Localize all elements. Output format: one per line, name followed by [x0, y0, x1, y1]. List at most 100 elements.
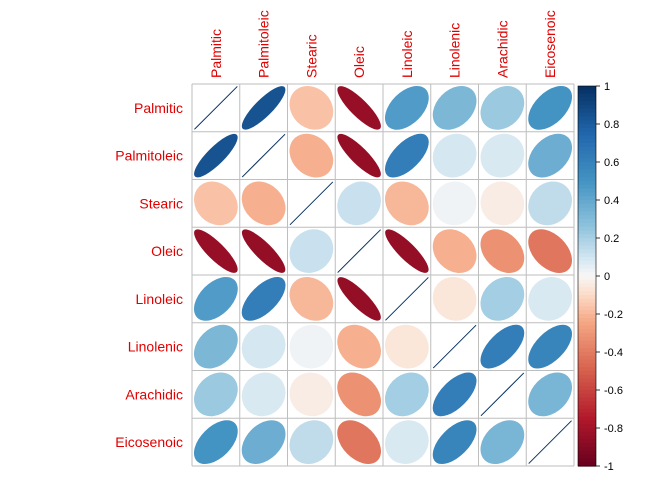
colorbar-segment	[578, 454, 596, 459]
cell-palmitic-linolenic	[432, 85, 477, 130]
colorbar-segment	[578, 105, 596, 110]
colorbar-segment	[578, 355, 596, 361]
colorbar-tick-label: 0.6	[604, 157, 619, 169]
colorbar-segment	[578, 409, 596, 414]
colorbar-segment	[578, 165, 596, 171]
cell-palmitoleic-oleic	[337, 133, 381, 178]
colorbar-segment	[578, 283, 596, 288]
colorbar-segment	[578, 135, 596, 140]
colorbar-segment	[578, 112, 596, 117]
cell-palmitic-oleic	[337, 86, 381, 130]
colorbar-segment	[578, 405, 596, 410]
cell-linolenic-palmitoleic	[241, 324, 286, 369]
colorbar-segment	[578, 397, 596, 402]
colorbar-segment	[578, 447, 596, 452]
column-labels: Palmitic Palmitoleic Stearic Oleic Linoleic L…	[208, 10, 558, 78]
cell-linoleic-stearic	[289, 277, 334, 321]
row-labels: Palmitic Palmitoleic Stearic Oleic Linoleic L…	[115, 100, 183, 450]
colorbar-segment	[578, 260, 596, 266]
cell-palmitoleic-linolenic	[432, 133, 477, 178]
cell-stearic-linolenic	[432, 181, 477, 226]
cell-stearic-linoleic	[385, 181, 429, 226]
cell-arachidic-eicosenoic	[528, 372, 573, 417]
colorbar-segment	[578, 203, 596, 209]
colorbar-segment	[578, 462, 596, 467]
colorbar-tick-label: -0.8	[604, 423, 623, 435]
colorbar-segment	[578, 325, 596, 330]
cell-palmitic-arachidic	[480, 86, 525, 130]
cell-oleic-stearic	[289, 229, 334, 274]
cell-eicosenoic-arachidic	[480, 420, 525, 464]
cell-oleic-palmitoleic	[241, 229, 286, 273]
diagonal-line-arachidic	[480, 372, 525, 417]
cell-eicosenoic-oleic	[337, 420, 382, 464]
cell-palmitic-palmitoleic	[241, 86, 286, 130]
grid-lines	[191, 83, 575, 467]
row-label-arachidic: Arachidic	[125, 386, 183, 402]
cell-linolenic-oleic	[337, 324, 381, 369]
colorbar-segment	[578, 234, 596, 239]
colorbar-segment	[578, 393, 596, 399]
colorbar-tick-label: 0.2	[604, 233, 619, 245]
colorbar-segment	[578, 302, 596, 307]
colorbar-segment	[578, 390, 596, 395]
cell-linolenic-linoleic	[384, 324, 429, 369]
colorbar-segment	[578, 348, 596, 353]
colorbar-segment	[578, 371, 596, 376]
cell-eicosenoic-linolenic	[432, 420, 477, 464]
correlation-cells	[193, 85, 573, 465]
colorbar-segment	[578, 211, 596, 216]
colorbar-segment	[578, 310, 596, 315]
colorbar-tick-label: 1	[604, 81, 610, 93]
column-label-palmitic: Palmitic	[208, 29, 224, 78]
colorbar-segment	[578, 238, 596, 243]
colorbar-segment	[578, 359, 596, 364]
colorbar-segment	[578, 450, 596, 456]
colorbar-segment	[578, 321, 596, 326]
colorbar-segment	[578, 131, 596, 136]
row-label-linolenic: Linolenic	[128, 339, 183, 355]
cell-linolenic-palmitic	[194, 324, 238, 369]
colorbar-segment	[578, 192, 596, 197]
colorbar-segment	[578, 120, 596, 125]
cell-eicosenoic-palmitoleic	[241, 420, 286, 465]
colorbar-segment	[578, 188, 596, 193]
column-label-eicosenoic: Eicosenoic	[542, 10, 558, 78]
colorbar-segment	[578, 124, 596, 129]
cell-palmitoleic-linoleic	[385, 133, 429, 178]
colorbar-segment	[578, 378, 596, 383]
cell-oleic-palmitic	[194, 229, 238, 273]
colorbar-segment	[578, 97, 596, 102]
row-label-stearic: Stearic	[139, 195, 183, 211]
cell-linoleic-palmitoleic	[241, 277, 286, 321]
cell-palmitic-eicosenoic	[528, 86, 572, 130]
colorbar-tick-label: -0.2	[604, 309, 623, 321]
column-label-stearic: Stearic	[303, 34, 319, 78]
colorbar-tick-label: -0.6	[604, 385, 623, 397]
colorbar-tick-label: -0.4	[604, 347, 623, 359]
colorbar-segment	[578, 428, 596, 433]
column-label-arachidic: Arachidic	[494, 20, 510, 78]
colorbar-segment	[578, 264, 596, 269]
colorbar-segment	[578, 108, 596, 114]
colorbar-segment	[578, 154, 596, 159]
colorbar-segment	[578, 458, 596, 463]
cell-stearic-palmitoleic	[241, 181, 286, 226]
colorbar-segment	[578, 241, 596, 247]
colorbar-segment	[578, 382, 596, 387]
colorbar-segment	[578, 173, 596, 178]
colorbar-tick-label: 0.4	[604, 195, 619, 207]
cell-arachidic-palmitoleic	[241, 372, 286, 417]
colorbar-segment	[578, 169, 596, 174]
cell-oleic-eicosenoic	[528, 229, 572, 273]
cell-arachidic-linoleic	[384, 372, 429, 417]
colorbar-segment	[578, 363, 596, 368]
cell-eicosenoic-linoleic	[385, 420, 429, 465]
colorbar-segment	[578, 314, 596, 319]
colorbar-segment	[578, 89, 596, 95]
colorbar-tick-label: 0	[604, 271, 610, 283]
colorbar-segment	[578, 200, 596, 205]
colorbar-segment	[578, 306, 596, 311]
colorbar-segment	[578, 420, 596, 425]
